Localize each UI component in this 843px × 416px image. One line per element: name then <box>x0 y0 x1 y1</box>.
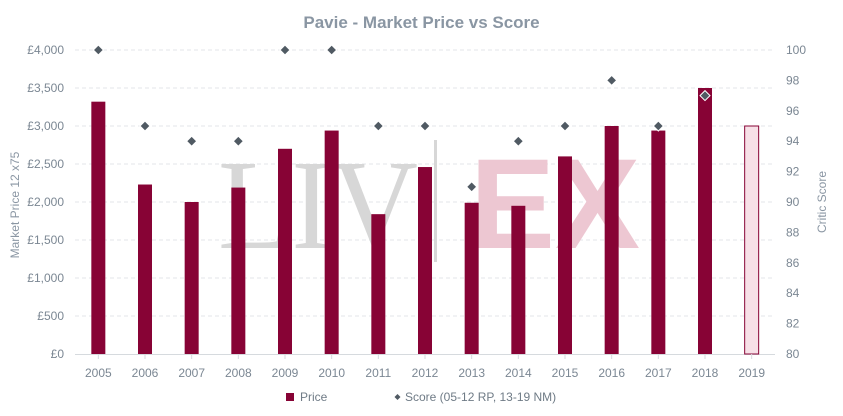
x-axis-ticks: 2005 2006 2007 2008 2009 2010 2011 2012 2013 2014… <box>85 354 765 380</box>
y-tick-label: £1,000 <box>27 271 64 285</box>
x-tick-label: 2016 <box>598 366 625 380</box>
price-bar <box>744 125 760 355</box>
y-axis-label: Market Price 12 x75 <box>8 151 22 258</box>
legend-price-swatch <box>286 393 294 401</box>
y2-tick-label: 96 <box>786 104 800 118</box>
y2-axis-ticks: 80 82 84 86 88 90 92 94 96 98 100 <box>786 43 806 361</box>
score-marker <box>232 135 245 147</box>
legend: Price Score (05-12 RP, 13-19 NM) <box>286 390 556 404</box>
score-marker <box>372 120 385 132</box>
price-bar <box>418 167 432 354</box>
watermark-liv: LIV <box>218 134 418 276</box>
legend-score-label: Score (05-12 RP, 13-19 NM) <box>405 390 556 404</box>
x-tick-label: 2007 <box>178 366 205 380</box>
x-tick-label: 2013 <box>458 366 485 380</box>
x-tick-label: 2017 <box>645 366 672 380</box>
y2-tick-label: 88 <box>786 225 800 239</box>
x-tick-label: 2018 <box>692 366 719 380</box>
y2-tick-label: 90 <box>786 195 800 209</box>
price-bar <box>278 148 292 354</box>
y2-tick-label: 82 <box>786 317 800 331</box>
chart-title: Pavie - Market Price vs Score <box>303 13 539 32</box>
price-bar <box>511 205 526 354</box>
y-axis-ticks: £0 £500 £1,000 £1,500 £2,000 £2,500 £3,000 £3,5… <box>27 43 64 361</box>
price-bar <box>651 130 666 354</box>
x-tick-label: 2010 <box>318 366 345 380</box>
watermark-divider <box>434 140 437 262</box>
y2-tick-label: 94 <box>786 134 800 148</box>
x-tick-label: 2014 <box>505 366 532 380</box>
price-bar <box>231 187 246 354</box>
y-tick-label: £2,000 <box>27 195 64 209</box>
score-marker <box>605 74 618 87</box>
score-marker <box>279 44 291 56</box>
price-bar <box>558 156 572 354</box>
score-marker <box>92 44 105 56</box>
price-bar <box>324 130 339 354</box>
y-tick-label: £1,500 <box>27 233 64 247</box>
y2-tick-label: 86 <box>786 256 800 270</box>
y2-axis-label: Critic Score <box>815 171 829 233</box>
y-tick-label: £4,000 <box>27 43 64 57</box>
price-bar <box>604 126 619 354</box>
x-tick-label: 2011 <box>365 366 391 380</box>
y2-tick-label: 80 <box>786 347 800 361</box>
y-tick-label: £2,500 <box>27 157 64 171</box>
y-tick-label: £3,500 <box>27 81 64 95</box>
price-bar <box>371 214 386 354</box>
x-tick-label: 2019 <box>738 366 765 380</box>
price-bar <box>91 101 106 355</box>
y-tick-label: £0 <box>51 347 65 361</box>
x-tick-label: 2012 <box>412 366 439 380</box>
price-bar <box>184 202 199 354</box>
score-marker <box>465 181 478 193</box>
score-marker <box>512 135 525 147</box>
price-bar <box>698 88 712 354</box>
x-tick-label: 2006 <box>132 366 159 380</box>
score-marker <box>652 120 665 132</box>
y-tick-label: £3,000 <box>27 119 64 133</box>
x-tick-label: 2005 <box>85 366 112 380</box>
x-tick-label: 2015 <box>552 366 579 380</box>
y2-tick-label: 92 <box>786 165 800 179</box>
score-marker <box>185 135 198 147</box>
legend-price-label: Price <box>300 390 328 404</box>
price-bars <box>91 88 760 355</box>
x-tick-label: 2009 <box>272 366 299 380</box>
price-bar <box>138 184 152 354</box>
y2-tick-label: 98 <box>786 73 800 87</box>
score-markers <box>92 44 711 193</box>
legend-score-marker <box>394 394 401 400</box>
y2-tick-label: 100 <box>786 43 806 57</box>
score-marker <box>559 120 571 132</box>
score-marker <box>325 44 338 56</box>
x-tick-label: 2008 <box>225 366 252 380</box>
score-marker <box>699 89 711 102</box>
score-marker <box>139 120 151 132</box>
price-bar <box>464 202 479 354</box>
y-tick-label: £500 <box>37 309 64 323</box>
score-marker <box>419 120 431 132</box>
y2-tick-label: 84 <box>786 286 800 300</box>
